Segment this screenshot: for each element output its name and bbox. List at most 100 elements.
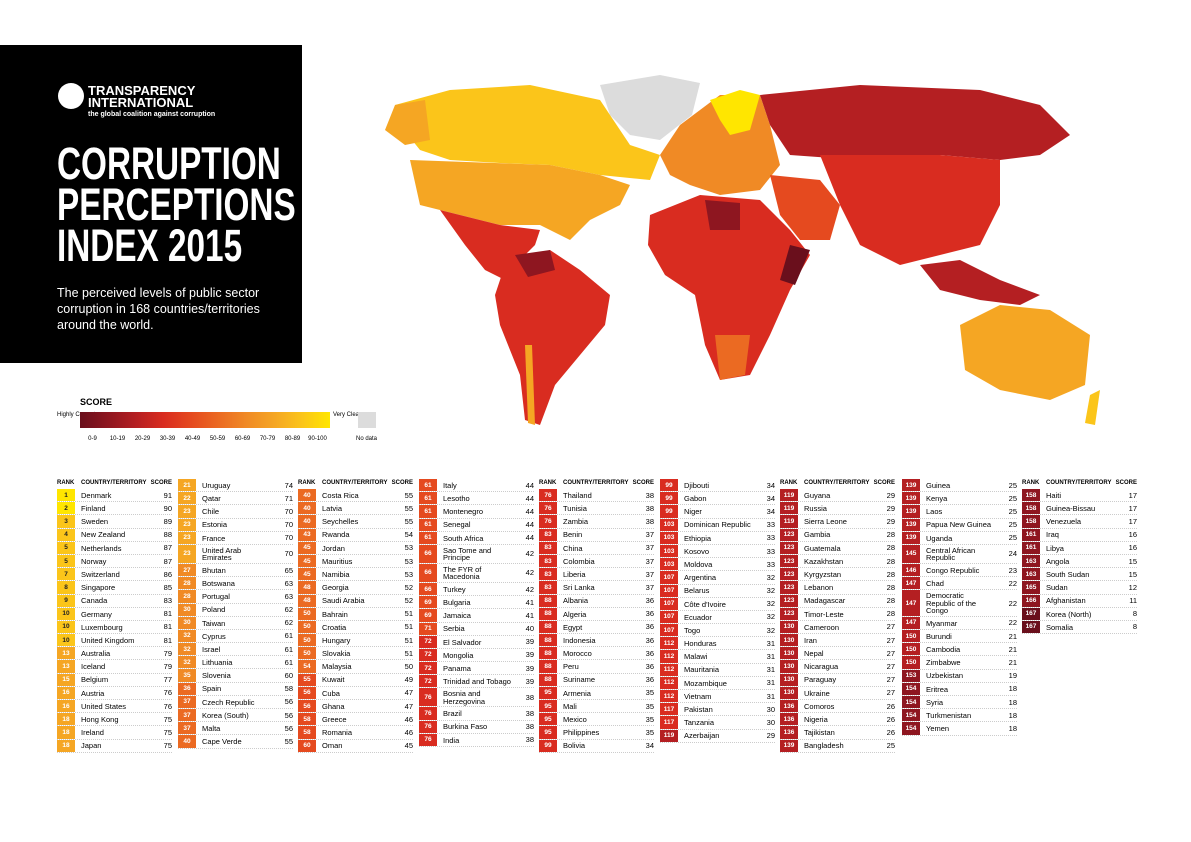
rank: 37	[178, 695, 196, 708]
table-row: 167 Korea (North) 8	[1022, 607, 1137, 621]
table-row: 28 Botswana 63	[178, 577, 293, 591]
country: Mauritania	[684, 665, 720, 675]
score: 65	[284, 565, 293, 575]
rank: 61	[419, 518, 437, 531]
score: 23	[1008, 565, 1017, 575]
header-score: SCORE	[873, 480, 895, 486]
legend-no-data-label: No data	[356, 436, 378, 442]
score: 16	[1128, 530, 1137, 540]
country: Kenya	[926, 494, 948, 504]
table-row: 15 Belgium 77	[57, 673, 172, 687]
score: 27	[886, 688, 895, 698]
score: 18	[1008, 710, 1017, 720]
score: 52	[404, 582, 413, 592]
rank: 123	[780, 607, 798, 620]
country: Latvia	[322, 504, 343, 514]
table-column: 21 Uruguay 74 22 Qatar 71 23 Chile 70 23 Estonia 70…	[178, 479, 293, 749]
rank: 72	[419, 675, 437, 688]
rank: 99	[660, 479, 678, 492]
country: India	[443, 735, 460, 745]
table-row: 88 Suriname 36	[539, 673, 654, 687]
rank: 23	[178, 544, 196, 563]
legend-bin-label: 10-19	[110, 436, 126, 442]
rank: 72	[419, 662, 437, 675]
country: Greece	[322, 715, 347, 725]
country: Ghana	[322, 701, 345, 711]
score: 25	[886, 741, 895, 751]
table-row: 161 Iraq 16	[1022, 528, 1137, 542]
legend-high: Very Clean	[333, 412, 362, 418]
rank: 2	[57, 502, 75, 515]
rank: 147	[902, 616, 920, 629]
legend-bin-label: 0-9	[88, 436, 97, 442]
table-row: 103 Dominican Republic 33	[660, 518, 775, 532]
rank: 66	[419, 563, 437, 582]
table-column: 139 Guinea 25 139 Kenya 25 139 Laos 25 139 Papua N…	[902, 479, 1017, 736]
rank: 61	[419, 531, 437, 544]
table-row: 83 China 37	[539, 541, 654, 555]
table-row: 37 Korea (South) 56	[178, 709, 293, 723]
score: 70	[284, 506, 293, 516]
country: Seychelles	[322, 517, 359, 527]
country: Cameroon	[804, 622, 840, 632]
table-row: 139 Kenya 25	[902, 492, 1017, 506]
score: 21	[1008, 657, 1017, 667]
country: Sierra Leone	[804, 517, 847, 527]
score: 34	[766, 493, 775, 503]
country: Suriname	[563, 675, 596, 685]
rank: 76	[539, 515, 557, 528]
score: 28	[886, 569, 895, 579]
country: Paraguay	[804, 675, 837, 685]
rank: 153	[902, 669, 920, 682]
table-row: 107 Argentina 32	[660, 571, 775, 585]
africa	[648, 195, 810, 380]
table-row: 107 Ecuador 32	[660, 610, 775, 625]
rank: 23	[178, 531, 196, 544]
country: Georgia	[322, 583, 349, 593]
country: Tanzania	[684, 718, 715, 728]
country: Spain	[202, 684, 222, 694]
header-rank: RANK	[780, 480, 798, 486]
table-row: 130 Ukraine 27	[780, 686, 895, 700]
rank: 83	[539, 554, 557, 568]
score: 36	[645, 622, 654, 632]
table-row: 35 Slovenia 60	[178, 669, 293, 683]
table-row: 58 Greece 46	[298, 713, 413, 727]
country: Armenia	[563, 688, 591, 698]
table-row: 83 Liberia 37	[539, 568, 654, 582]
table-row: 123 Madagascar 28	[780, 594, 895, 608]
country: Albania	[563, 596, 589, 606]
table-row: 83 Sri Lanka 37	[539, 581, 654, 595]
table-row: 4 New Zealand 88	[57, 528, 172, 542]
country: Bosnia and Herzegovina	[443, 689, 486, 706]
score: 35	[645, 701, 654, 711]
table-row: 10 Germany 81	[57, 607, 172, 621]
country: Tunisia	[563, 504, 587, 514]
rank: 72	[419, 635, 437, 648]
score: 75	[163, 741, 172, 751]
country: Morocco	[563, 649, 592, 659]
table-row: 136 Tajikistan 26	[780, 726, 895, 740]
legend-bin-label: 30-39	[160, 436, 176, 442]
score: 60	[284, 671, 293, 681]
table-row: 76 Tunisia 38	[539, 502, 654, 516]
country: Montenegro	[443, 507, 484, 517]
country: Gabon	[684, 494, 707, 504]
country: Colombia	[563, 556, 595, 566]
country: China	[563, 543, 583, 553]
table-row: 136 Nigeria 26	[780, 713, 895, 727]
country: Japan	[81, 741, 102, 751]
country: Poland	[202, 605, 226, 615]
rank: 95	[539, 726, 557, 739]
table-row: 112 Malawi 31	[660, 650, 775, 664]
rank: 103	[660, 531, 678, 544]
somalia	[780, 245, 810, 285]
table-row: 60 Oman 45	[298, 739, 413, 753]
country: Bolivia	[563, 741, 586, 751]
table-row: 5 Norway 87	[57, 554, 172, 569]
score: 32	[766, 625, 775, 635]
header-country: COUNTRY/TERRITORY	[81, 480, 147, 486]
score: 32	[766, 586, 775, 596]
table-row: 76 Brazil 38	[419, 707, 534, 721]
rank: 76	[419, 720, 437, 733]
